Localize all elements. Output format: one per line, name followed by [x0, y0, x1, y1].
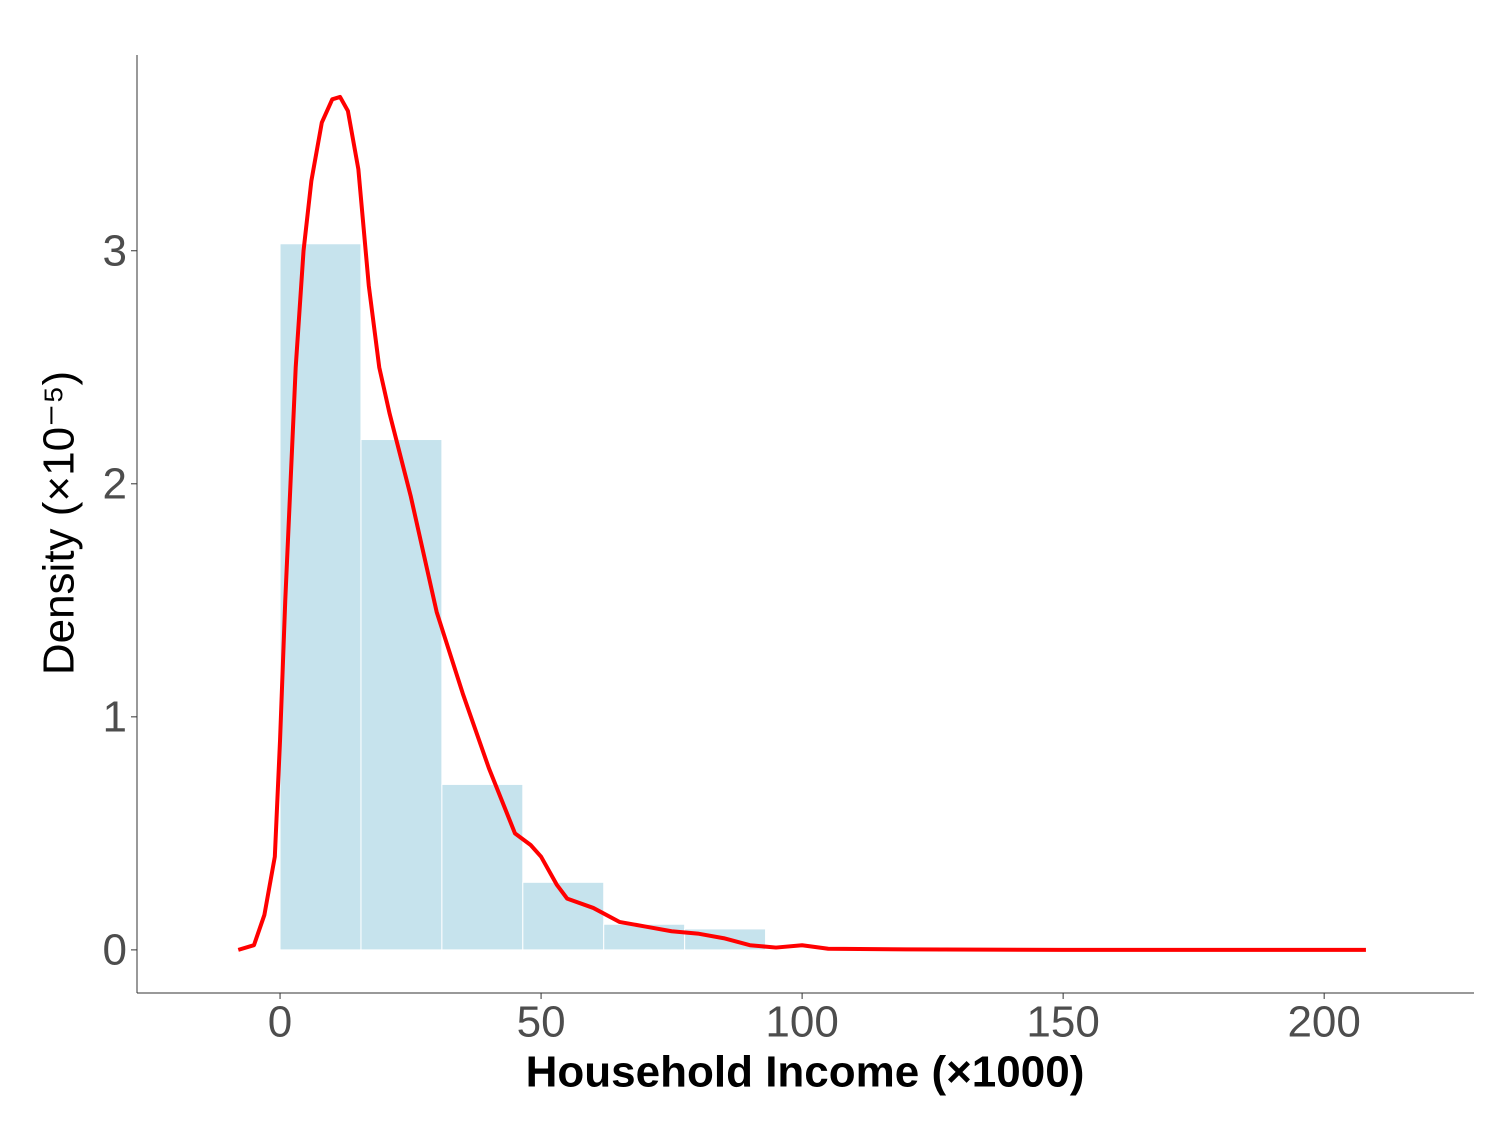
- bar: [360, 439, 443, 951]
- x-tick-label: 0: [268, 998, 292, 1047]
- y-tick-label: 1: [103, 692, 127, 741]
- bar: [603, 923, 686, 951]
- x-tick-label: 200: [1287, 998, 1360, 1047]
- y-tick-label: 2: [103, 459, 127, 508]
- bar: [441, 783, 524, 951]
- x-tick-label: 150: [1026, 998, 1099, 1047]
- x-axis-title: Household Income (×1000): [526, 1048, 1085, 1097]
- y-tick-label: 3: [103, 226, 127, 275]
- density-line: [237, 94, 1366, 952]
- bar: [279, 243, 362, 951]
- x-tick-label: 50: [517, 998, 566, 1047]
- y-axis-title: Density (×10⁻⁵): [35, 371, 84, 675]
- y-tick-label: 0: [103, 926, 127, 975]
- x-tick-label: 100: [765, 998, 838, 1047]
